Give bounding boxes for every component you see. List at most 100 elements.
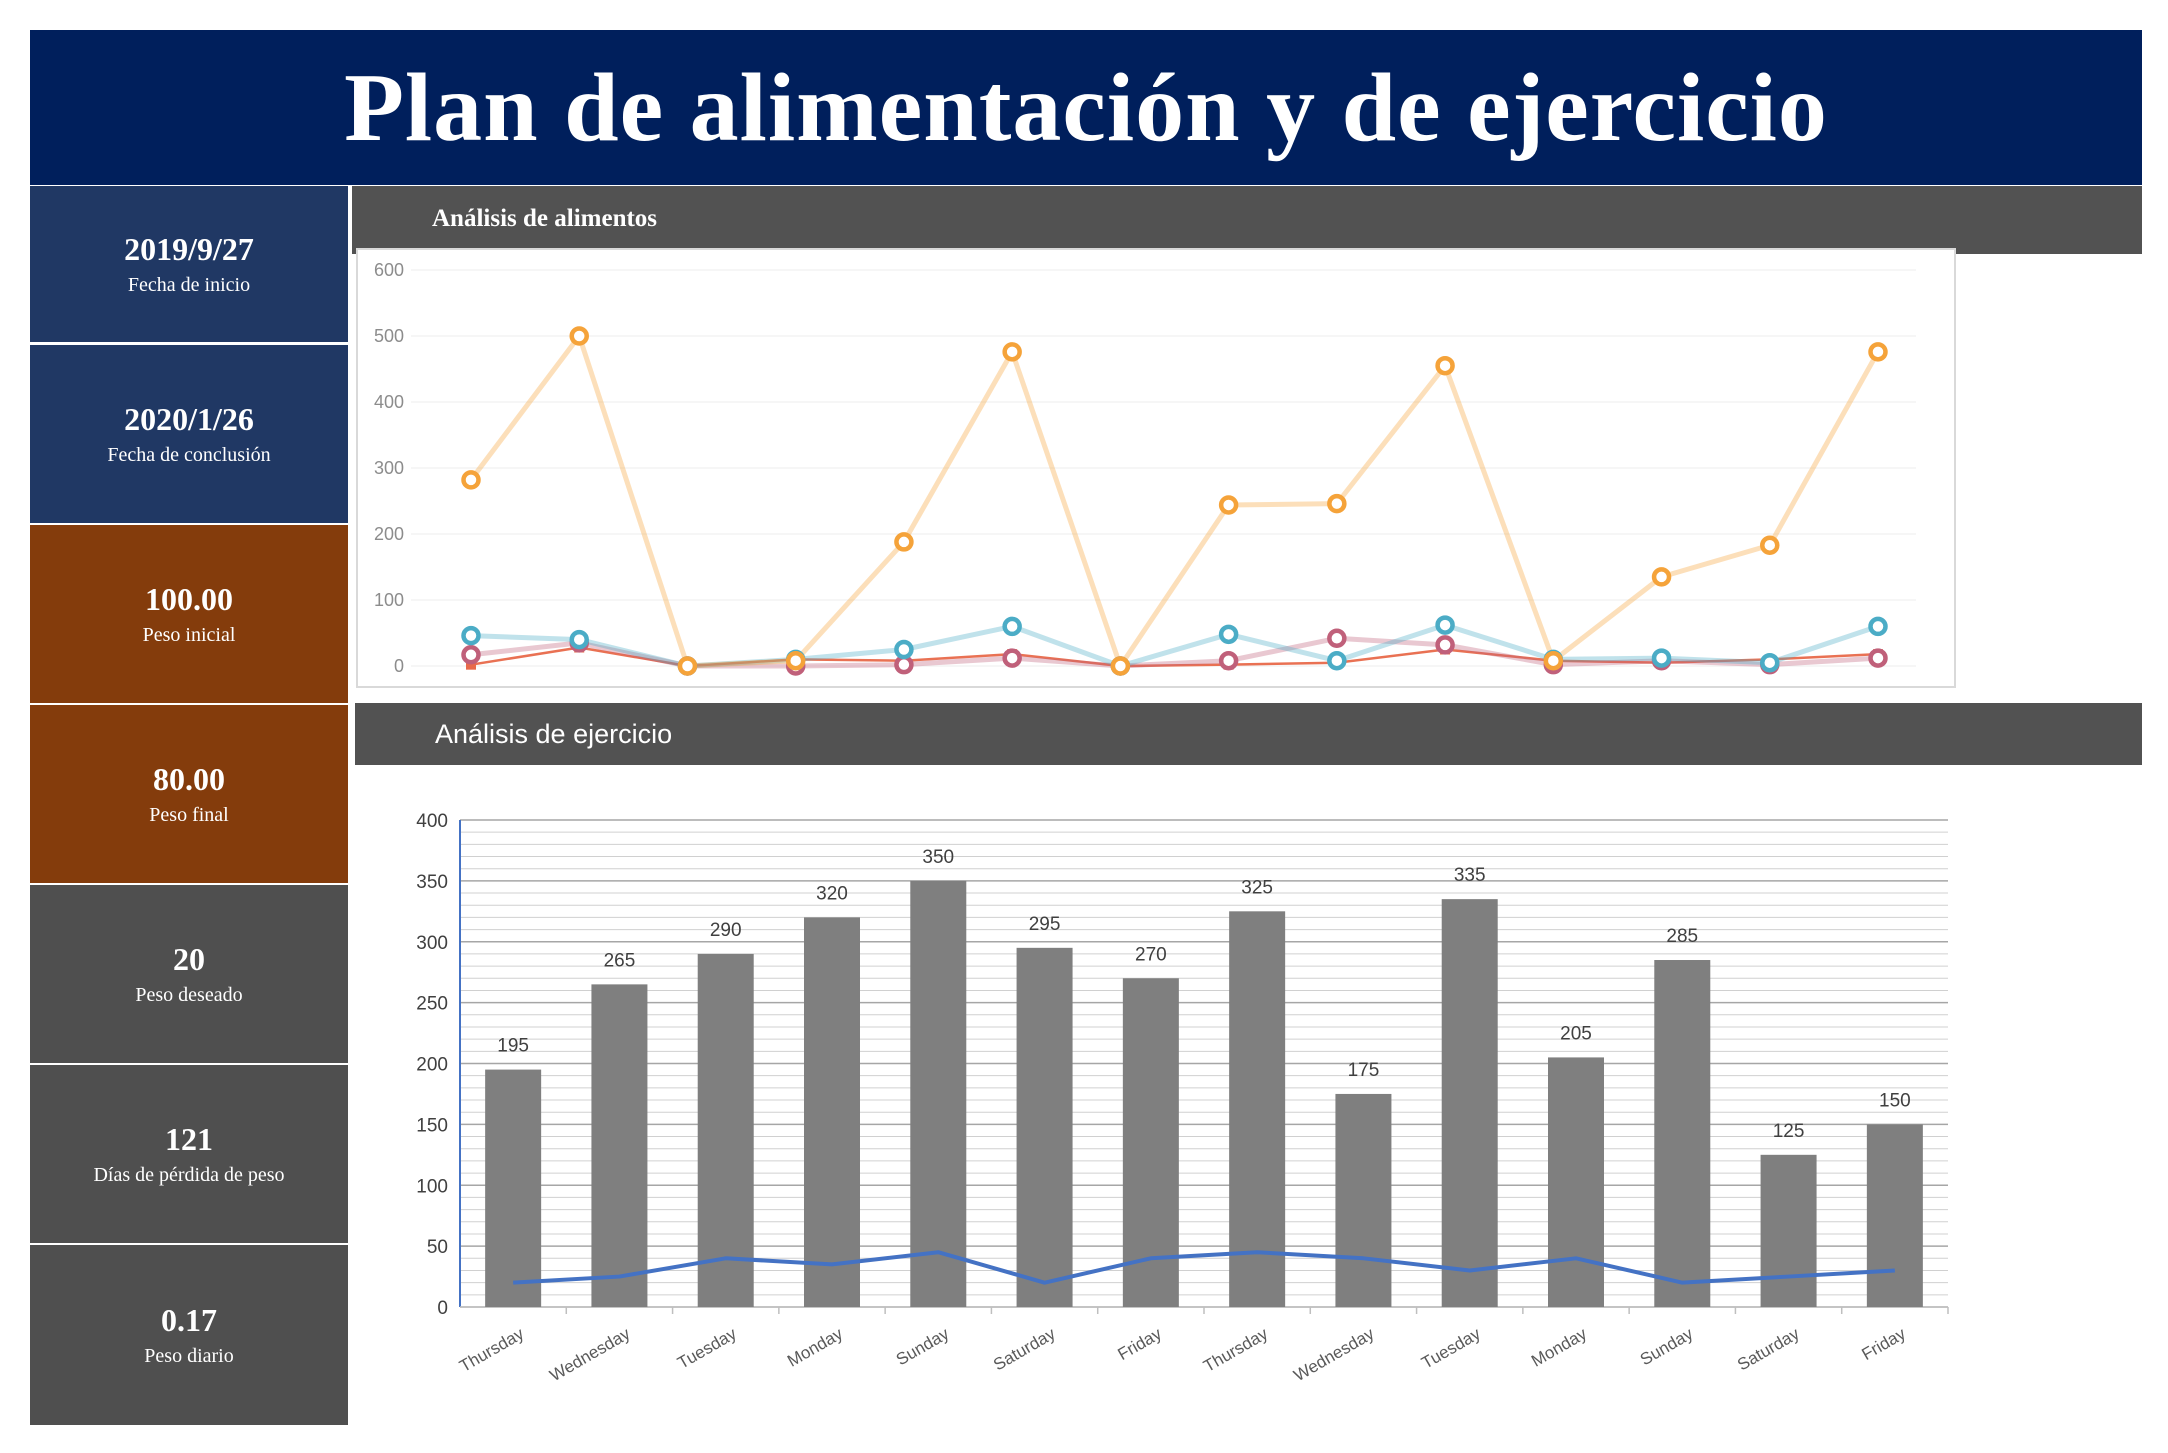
food-point — [1002, 342, 1022, 362]
stat-value: 100.00 — [145, 581, 233, 617]
ex-bar — [1654, 960, 1711, 1307]
ex-x-tick: Thursday — [456, 1324, 527, 1376]
food-y-tick: 300 — [374, 458, 404, 478]
food-point — [1651, 567, 1672, 587]
ex-x-tick: Friday — [1858, 1324, 1909, 1364]
stat-value: 80.00 — [153, 761, 225, 797]
food-point — [1327, 650, 1347, 671]
ex-bar-label: 285 — [1666, 926, 1698, 947]
stat-label: Días de pérdida de peso — [93, 1164, 285, 1186]
ex-bar — [1548, 1057, 1604, 1307]
food-point — [1218, 495, 1239, 515]
stat-label: Peso inicial — [142, 624, 236, 646]
food-series-line — [470, 635, 1879, 669]
ex-x-tick: Sunday — [1637, 1324, 1697, 1370]
stat-value: 0.17 — [161, 1302, 217, 1338]
ex-y-tick: 300 — [416, 933, 448, 954]
stat-label: Peso deseado — [135, 984, 243, 1006]
ex-bar-label: 125 — [1773, 1121, 1805, 1142]
ex-bar — [804, 917, 860, 1307]
exercise-analysis-bar: Análisis de ejercicio — [355, 703, 2142, 765]
food-point — [1218, 624, 1239, 645]
ex-bar-label: 265 — [604, 950, 636, 971]
stat-loss-days: 121 Días de pérdida de peso — [30, 1065, 348, 1243]
food-point — [1327, 628, 1347, 649]
ex-y-tick: 50 — [427, 1237, 448, 1258]
food-point — [894, 532, 914, 552]
ex-bar — [910, 880, 967, 1307]
food-point — [894, 639, 914, 660]
ex-bar-label: 325 — [1241, 877, 1273, 898]
ex-bar — [1016, 947, 1073, 1307]
food-point — [1002, 648, 1022, 668]
food-point — [1218, 650, 1239, 671]
ex-bar-label: 290 — [710, 920, 742, 941]
page-title: Plan de alimentación y de ejercicio — [344, 53, 1828, 162]
food-y-tick: 600 — [374, 260, 404, 280]
stat-value: 2020/1/26 — [124, 401, 254, 437]
stat-label: Peso diario — [144, 1345, 234, 1367]
ex-bar — [1229, 911, 1286, 1307]
food-point — [1651, 648, 1672, 668]
ex-bar-label: 270 — [1135, 944, 1167, 965]
food-point — [1868, 616, 1888, 637]
food-point — [1435, 615, 1455, 635]
ex-bar-label: 295 — [1029, 914, 1061, 935]
ex-bar — [1335, 1093, 1392, 1307]
ex-x-tick: Tuesday — [674, 1324, 740, 1373]
food-point — [461, 625, 481, 646]
ex-bar — [697, 953, 754, 1307]
exercise-analysis-title: Análisis de ejercicio — [435, 719, 673, 749]
food-point — [466, 659, 476, 670]
food-analysis-bar: Análisis de alimentos — [352, 186, 2142, 254]
ex-bar — [485, 1069, 542, 1307]
ex-bar-label: 205 — [1560, 1023, 1592, 1044]
stat-desired-weight: 20 Peso deseado — [30, 885, 348, 1063]
ex-x-tick: Monday — [1528, 1324, 1590, 1371]
food-y-tick: 200 — [374, 524, 404, 544]
stat-start-date: 2019/9/27 Fecha de inicio — [30, 186, 348, 342]
stat-initial-weight: 100.00 Peso inicial — [30, 525, 348, 703]
ex-bar-label: 335 — [1454, 865, 1486, 886]
food-point — [1543, 650, 1564, 671]
food-series-line — [469, 333, 1881, 669]
food-chart: 0 100 200 300 400 500 600 — [374, 260, 1916, 676]
exercise-chart: 0 50 100 150 200 250 300 350 400 195 Thursday 265 We… — [416, 811, 1949, 1385]
stat-label: Fecha de conclusión — [107, 444, 271, 466]
food-point — [1760, 535, 1780, 555]
stat-end-date: 2020/1/26 Fecha de conclusión — [30, 345, 348, 523]
ex-x-tick: Saturday — [990, 1324, 1059, 1375]
food-point — [1110, 656, 1131, 676]
ex-x-tick: Saturday — [1734, 1324, 1803, 1375]
food-point — [785, 650, 806, 671]
ex-bar — [1866, 1124, 1923, 1307]
ex-y-tick: 100 — [416, 1176, 448, 1197]
ex-bar-label: 350 — [922, 847, 954, 868]
food-point — [1435, 635, 1455, 655]
ex-x-tick: Wednesday — [546, 1324, 633, 1385]
ex-y-tick: 200 — [416, 1055, 448, 1076]
page-header: Plan de alimentación y de ejercicio — [30, 30, 2142, 185]
food-point — [1868, 342, 1888, 362]
ex-y-tick: 250 — [416, 994, 448, 1015]
food-point — [461, 470, 481, 490]
ex-bar — [1441, 899, 1498, 1307]
ex-bar-label: 195 — [497, 1036, 529, 1057]
food-point — [1868, 648, 1888, 668]
food-series-line — [470, 622, 1879, 669]
ex-y-tick: 400 — [416, 811, 448, 832]
ex-y-tick: 150 — [416, 1115, 448, 1136]
ex-line-series — [513, 1250, 1895, 1285]
food-y-tick: 500 — [374, 326, 404, 346]
stat-daily-weight: 0.17 Peso diario — [30, 1245, 348, 1425]
food-point — [1435, 355, 1455, 376]
ex-bar — [591, 984, 648, 1307]
ex-bar-label: 320 — [816, 883, 848, 904]
stat-label: Peso final — [149, 804, 229, 826]
ex-x-tick: Sunday — [893, 1324, 953, 1370]
ex-y-tick: 350 — [416, 872, 448, 893]
ex-x-tick: Thursday — [1200, 1324, 1271, 1376]
ex-bar — [1760, 1154, 1817, 1307]
food-point — [461, 645, 481, 665]
food-point — [1002, 616, 1022, 637]
